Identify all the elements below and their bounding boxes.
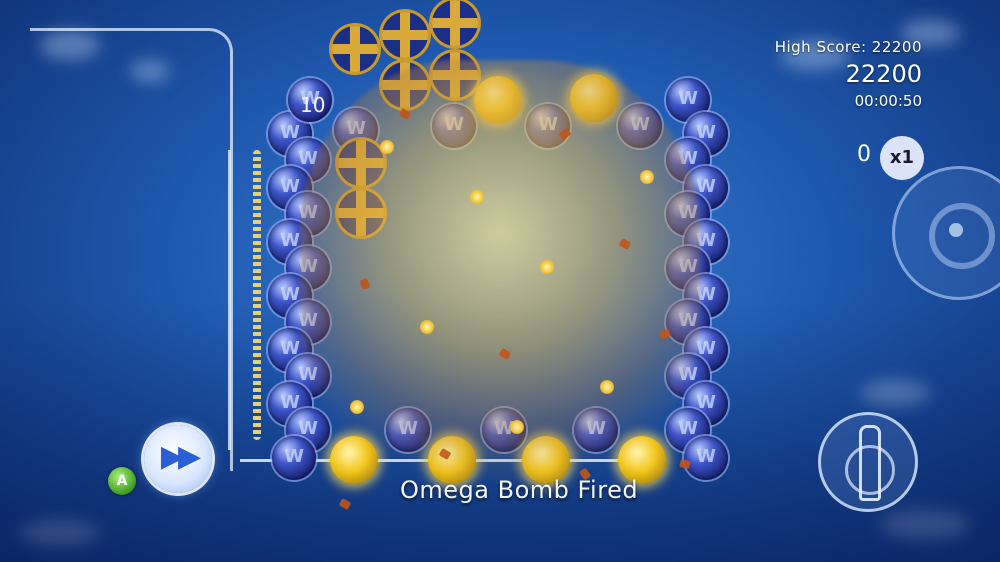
- fast-forward-button[interactable]: ▶▶: [144, 425, 212, 493]
- explosion-spark: [540, 260, 554, 274]
- explosion-spark: [640, 170, 654, 184]
- orb-counter-label: 10: [300, 93, 326, 117]
- player-avatar-icon: [818, 412, 918, 512]
- gold-cross-piece: [382, 12, 428, 58]
- explosion-spark: [380, 140, 394, 154]
- background-light: [900, 20, 960, 46]
- gold-cross-piece: [432, 0, 478, 46]
- left-panel-outline: [30, 28, 233, 471]
- high-score-label: High Score: 22200: [774, 38, 922, 56]
- explosion-spark: [470, 190, 484, 204]
- blue-orb: [272, 436, 316, 480]
- multiplier-badge: x1: [880, 136, 924, 180]
- explosion-spark: [600, 380, 614, 394]
- progress-dot-column: [253, 150, 261, 440]
- explosion-spark: [510, 420, 524, 434]
- chain-count: 0: [857, 142, 871, 167]
- blue-orb: [684, 436, 728, 480]
- background-light: [780, 40, 850, 70]
- explosion-spark: [350, 400, 364, 414]
- current-score: 22200: [845, 60, 922, 88]
- left-panel-divider: [228, 150, 231, 450]
- background-light: [130, 60, 170, 82]
- elapsed-timer: 00:00:50: [854, 92, 922, 110]
- blue-orb: [288, 78, 332, 122]
- a-button-prompt: A: [108, 467, 136, 495]
- score-hud: High Score: 22200 22200 00:00:50: [775, 38, 922, 110]
- gold-cross-piece: [332, 26, 378, 72]
- disc-icon: [892, 166, 1000, 300]
- fast-forward-icon: ▶▶: [160, 439, 201, 474]
- explosion-spark: [420, 320, 434, 334]
- status-message: Omega Bomb Fired: [400, 476, 639, 504]
- omega-bomb-explosion: [300, 60, 700, 490]
